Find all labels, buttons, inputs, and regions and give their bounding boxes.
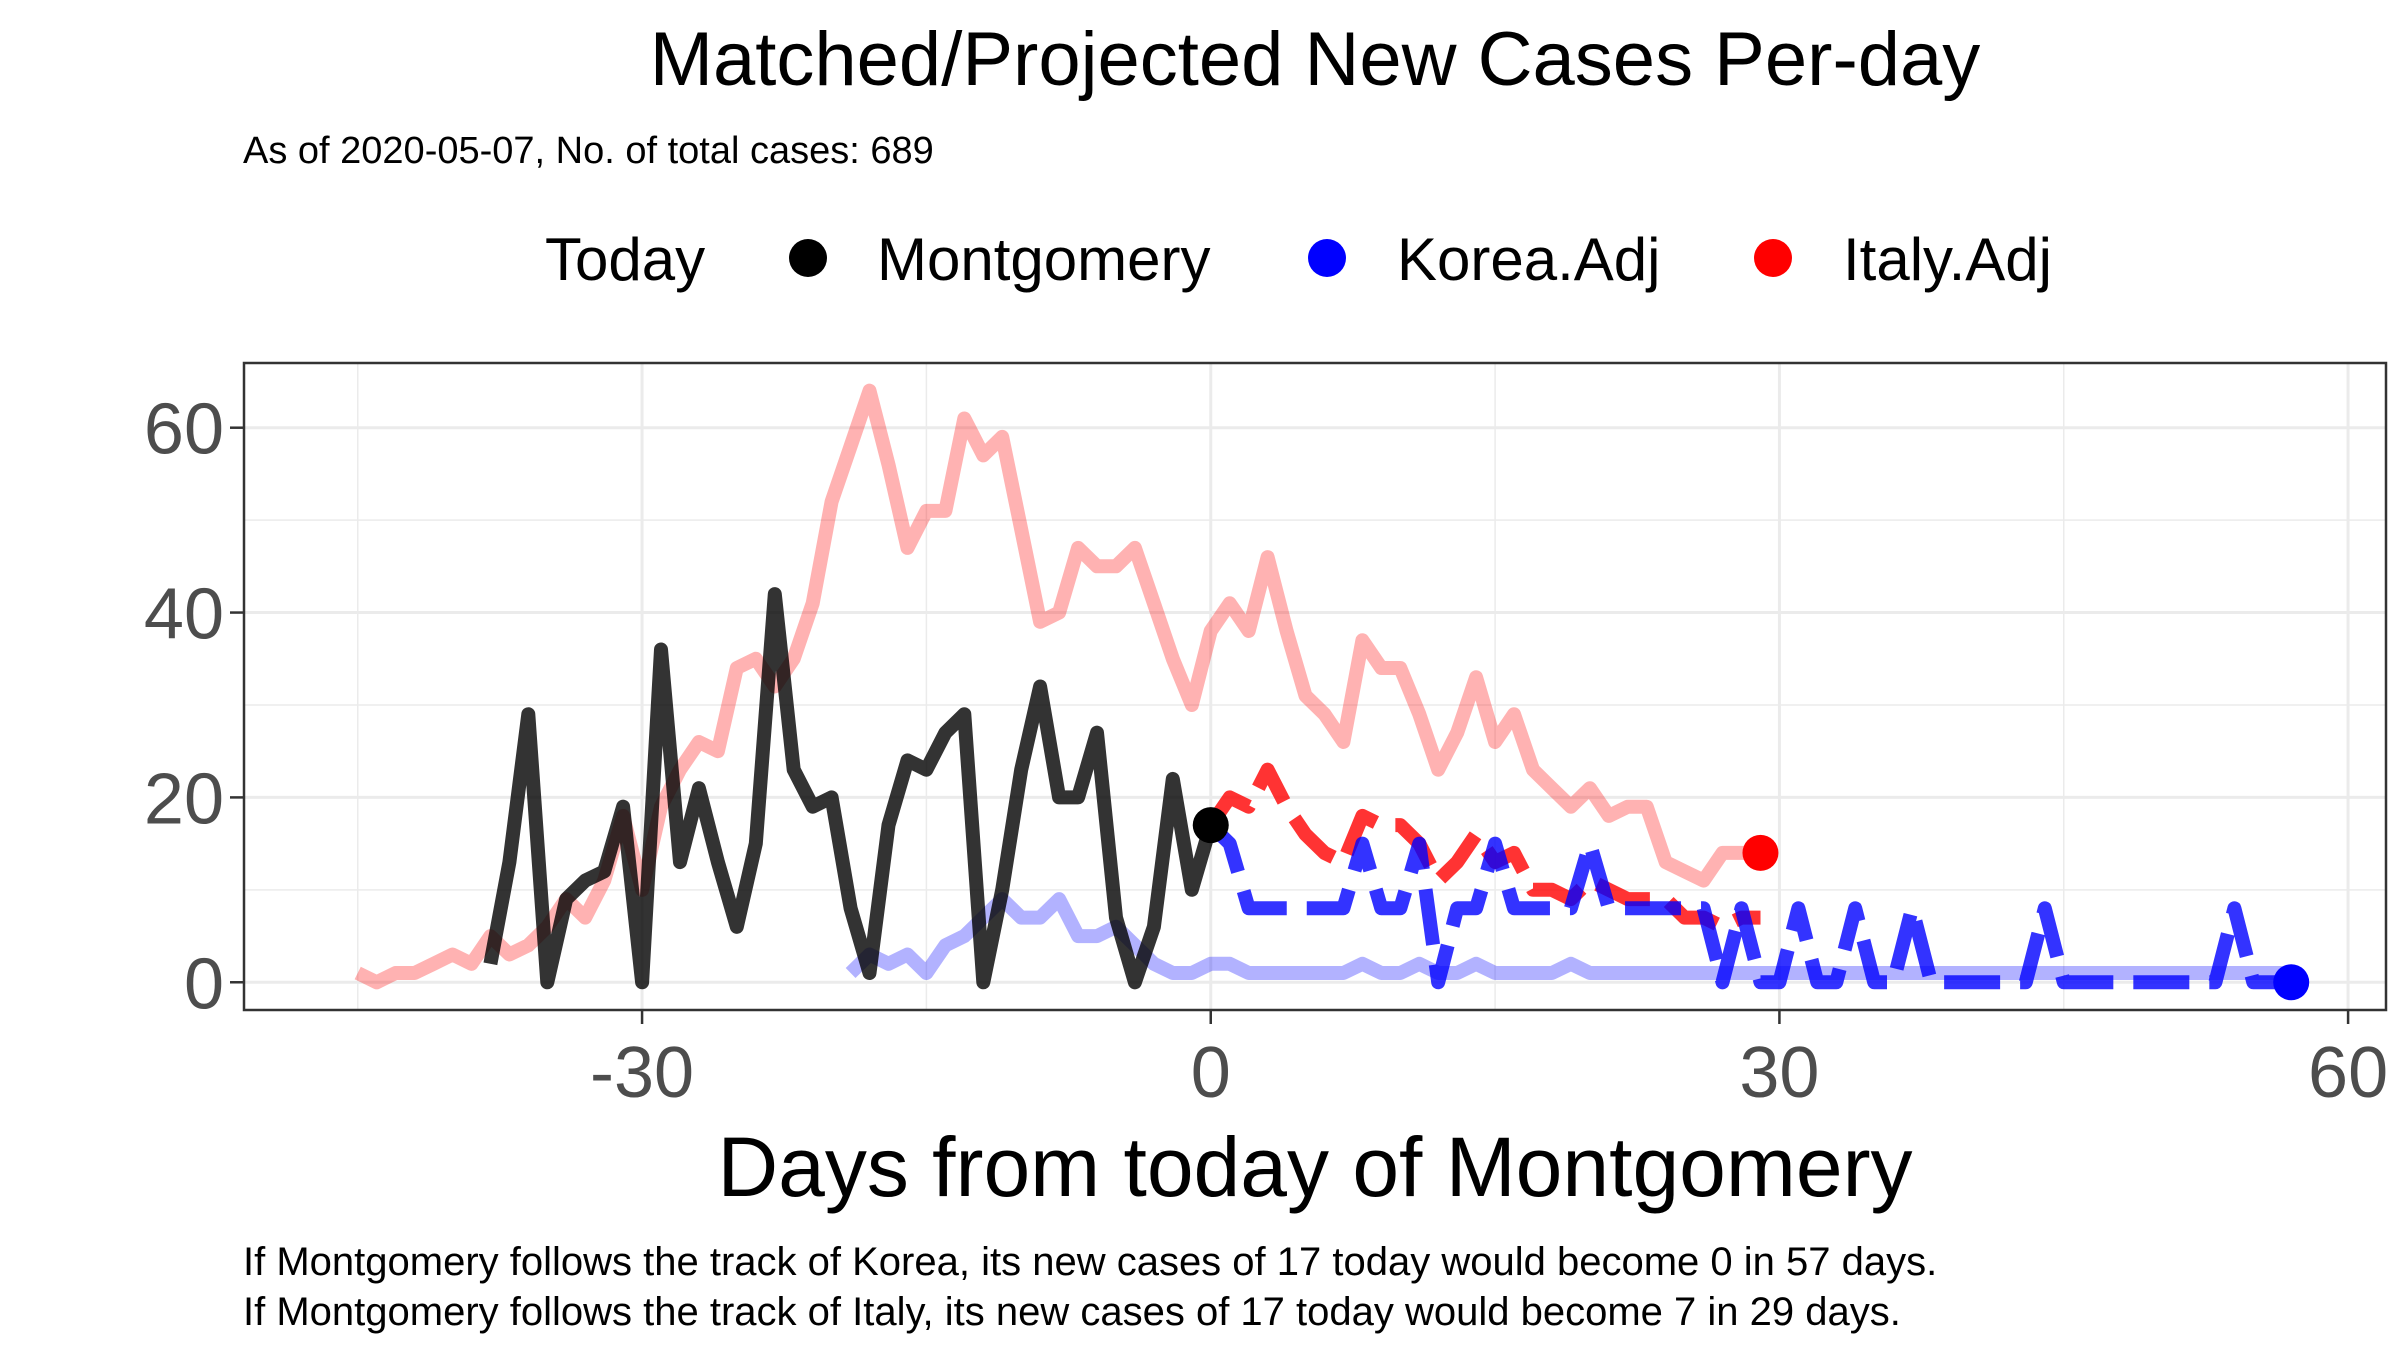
series-line-korea-adj-projection	[1205, 820, 2292, 990]
series-line-korea-adj-history	[845, 892, 2292, 980]
legend-key-montgomery	[789, 239, 827, 277]
plot-border	[242, 361, 2388, 1012]
x-tick-label: 60	[2308, 1033, 2388, 1113]
end-points	[1192, 807, 2310, 1001]
series-layer	[354, 383, 2292, 990]
y-tick-label: 40	[144, 575, 224, 655]
x-tick-label: -30	[590, 1033, 694, 1113]
x-tick-label: 0	[1191, 1033, 1231, 1113]
series-line-montgomery	[483, 587, 1218, 990]
y-tick-label: 20	[144, 759, 224, 839]
end-point-italy-adj	[1742, 834, 1779, 871]
legend-key-korea	[1308, 239, 1346, 277]
legend-label-italy: Italy.Adj	[1843, 226, 2052, 293]
series-line-italy-adj-history	[354, 383, 1761, 990]
chart-title: Matched/Projected New Cases Per-day	[650, 17, 1981, 102]
caption-italy: If Montgomery follows the track of Italy…	[243, 1290, 1901, 1334]
chart-subtitle: As of 2020-05-07, No. of total cases: 68…	[243, 130, 934, 172]
legend-key-italy	[1754, 239, 1792, 277]
legend-title: Today	[545, 226, 705, 293]
legend-label-korea: Korea.Adj	[1397, 226, 1661, 293]
x-tick-label: 30	[1739, 1033, 1819, 1113]
end-point-montgomery	[1192, 807, 1229, 844]
axis-ticks: -30 0 30 60 0 20 40 60	[144, 390, 2388, 1113]
x-axis-title: Days from today of Montgomery	[717, 1120, 1912, 1214]
legend: Today Montgomery Korea.Adj Italy.Adj	[545, 226, 2052, 293]
caption-korea: If Montgomery follows the track of Korea…	[243, 1240, 1937, 1284]
legend-label-montgomery: Montgomery	[877, 226, 1210, 293]
end-point-korea-adj	[2273, 964, 2310, 1001]
y-tick-label: 0	[184, 944, 224, 1024]
y-tick-label: 60	[144, 390, 224, 470]
